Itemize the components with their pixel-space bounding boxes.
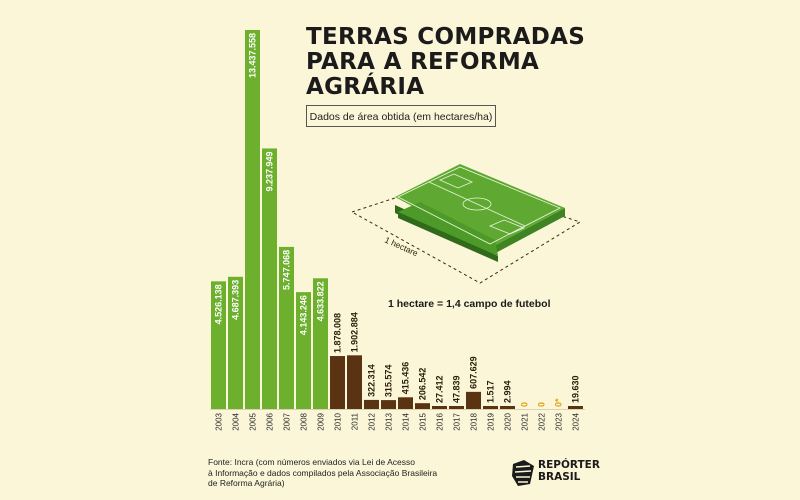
title-line: TERRAS COMPRADAS	[306, 24, 586, 50]
value-label-2011: 1.902.884	[350, 312, 360, 352]
bar-2007	[279, 246, 294, 409]
year-label-2020: 2020	[504, 412, 513, 430]
bar-2010	[330, 356, 345, 409]
bar-2018	[466, 391, 481, 409]
bar-2016	[432, 406, 447, 409]
brand-logo: REPÓRTER BRASIL	[510, 456, 610, 490]
year-label-2016: 2016	[436, 412, 445, 430]
value-label-2005: 13.437.558	[248, 33, 258, 78]
value-label-2022: 0	[537, 402, 547, 407]
value-label-2010: 1.878.008	[333, 313, 343, 353]
bar-2005	[245, 30, 260, 409]
value-label-2021: 0	[520, 402, 530, 407]
value-label-2006: 9.237.949	[265, 151, 275, 191]
year-label-2013: 2013	[385, 412, 394, 430]
year-label-2024: 2024	[572, 412, 581, 430]
value-label-2012: 322.314	[367, 364, 377, 397]
value-label-2023: 0*	[554, 398, 564, 407]
bar-2013	[381, 400, 396, 409]
bar-2015	[415, 403, 430, 409]
value-label-2009: 4.633.822	[316, 281, 326, 321]
year-label-2010: 2010	[334, 412, 343, 430]
bar-2009	[313, 278, 328, 409]
bar-2019	[483, 406, 498, 409]
value-label-2003: 4.526.138	[214, 284, 224, 324]
year-label-2014: 2014	[402, 412, 411, 430]
source-line: à Informação e dados compilados pela Ass…	[208, 467, 438, 478]
bar-2014	[398, 397, 413, 409]
bar-2008	[296, 292, 311, 409]
value-label-2016: 27.412	[435, 375, 445, 403]
year-label-2005: 2005	[249, 412, 258, 430]
value-label-2007: 5.747.068	[282, 250, 292, 290]
source-note: Fonte: Incra (com números enviados via L…	[208, 457, 478, 489]
brand-line: BRASIL	[538, 471, 581, 483]
value-label-2013: 315.574	[384, 365, 394, 398]
value-label-2017: 47.839	[452, 375, 462, 403]
bar-2003	[211, 281, 226, 409]
year-label-2017: 2017	[453, 412, 462, 430]
year-label-2012: 2012	[368, 412, 377, 430]
page-title: TERRAS COMPRADAS PARA A REFORMA AGRÁRIA	[306, 25, 606, 100]
title-line: PARA A REFORMA	[306, 49, 540, 75]
bar-2020	[500, 406, 515, 409]
bar-2017	[449, 406, 464, 409]
bar-2024	[568, 406, 583, 409]
year-label-2023: 2023	[555, 412, 564, 430]
value-label-2018: 607.629	[469, 356, 479, 389]
value-label-2008: 4.143.246	[299, 295, 309, 335]
year-label-2006: 2006	[266, 412, 275, 430]
value-label-2004: 4.687.393	[231, 280, 241, 320]
year-label-2008: 2008	[300, 412, 309, 430]
year-label-2007: 2007	[283, 412, 292, 430]
year-label-2009: 2009	[317, 412, 326, 430]
year-label-2004: 2004	[232, 412, 241, 430]
brand-name: REPÓRTER BRASIL	[538, 459, 600, 483]
title-line: AGRÁRIA	[306, 74, 425, 100]
year-label-2011: 2011	[351, 412, 360, 430]
source-line: Fonte: Incra (com números enviados via L…	[208, 457, 415, 467]
year-label-2015: 2015	[419, 412, 428, 430]
bar-2004	[228, 276, 243, 409]
bar-2006	[262, 148, 277, 409]
value-label-2015: 206.542	[418, 368, 428, 401]
year-label-2021: 2021	[521, 412, 530, 430]
brand-line: REPÓRTER	[538, 459, 600, 471]
year-label-2003: 2003	[215, 412, 224, 430]
bar-2011	[347, 355, 362, 409]
source-line: de Reforma Agrária)	[208, 478, 285, 488]
year-label-2019: 2019	[487, 412, 496, 430]
year-label-2022: 2022	[538, 412, 547, 430]
conversion-note: 1 hectare = 1,4 campo de futebol	[388, 298, 551, 310]
zebra-icon	[512, 460, 534, 486]
chart-subtitle: Dados de área obtida (em hectares/ha)	[306, 105, 496, 127]
bar-2012	[364, 399, 379, 409]
value-label-2014: 415.436	[401, 362, 411, 395]
value-label-2020: 2.994	[503, 380, 513, 403]
value-label-2024: 19.630	[571, 375, 581, 403]
value-label-2019: 1.517	[486, 380, 496, 403]
year-label-2018: 2018	[470, 412, 479, 430]
